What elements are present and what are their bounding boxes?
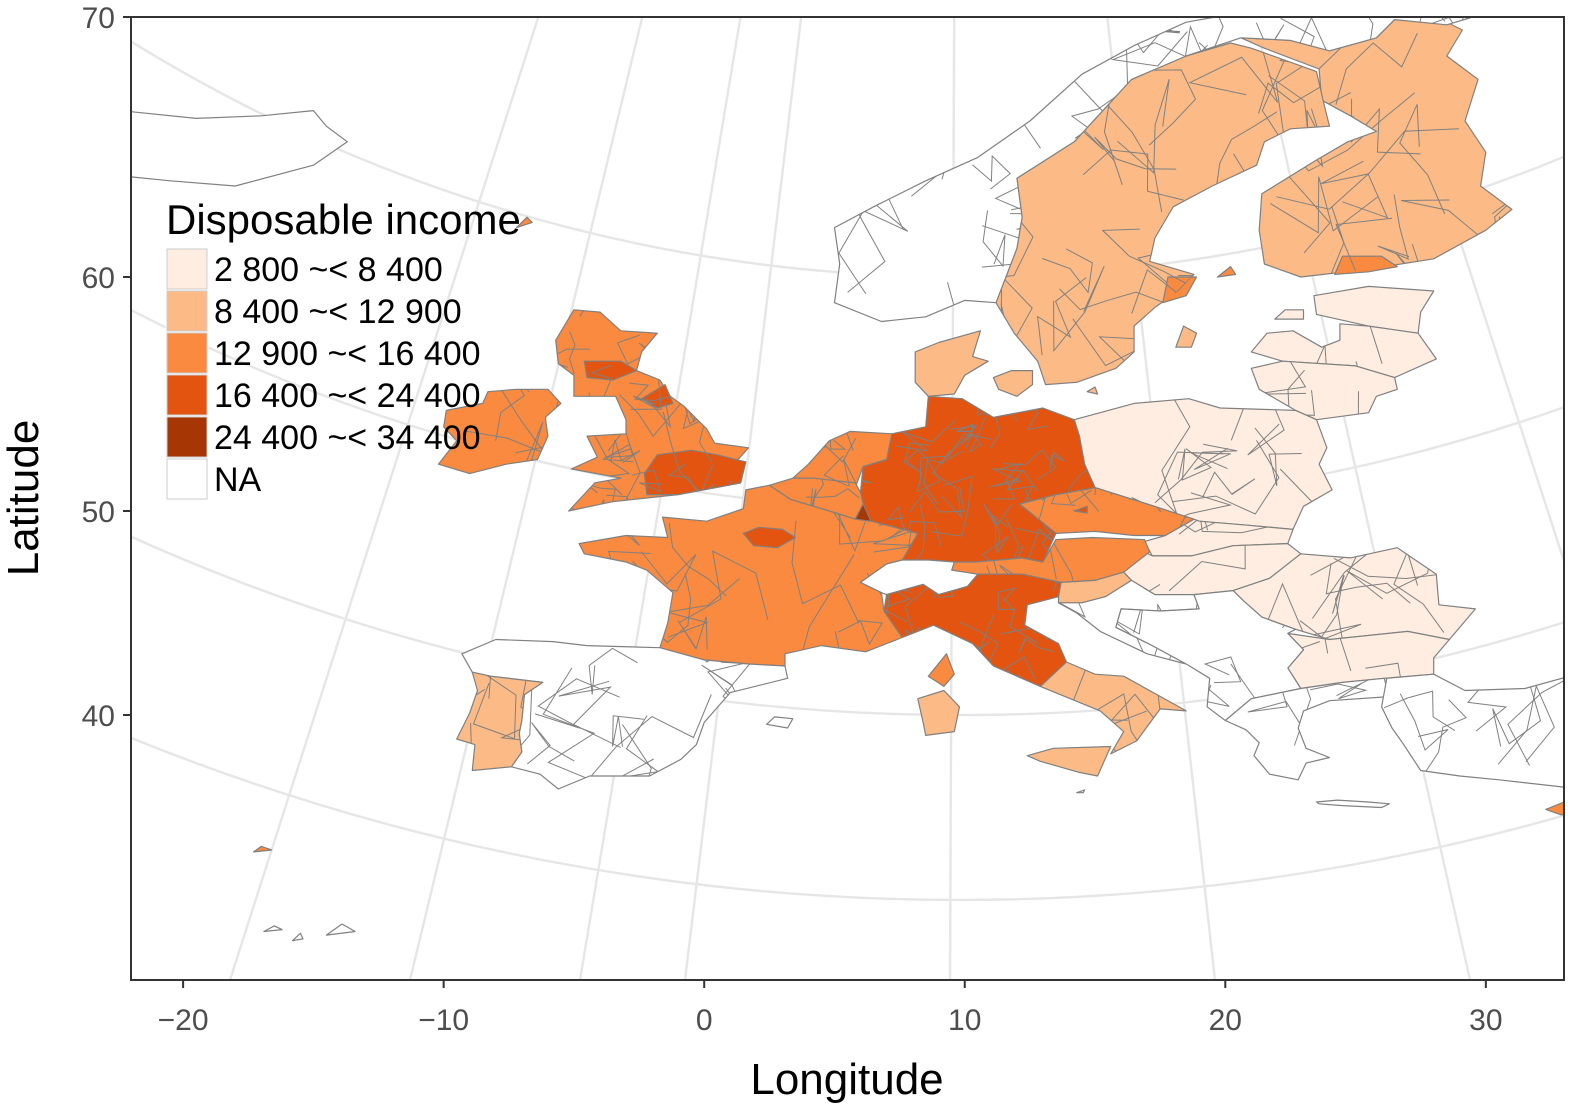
graticule-parallel [906,17,1014,19]
graticule-meridian [683,17,803,980]
region-turkey [1380,673,1564,788]
legend-key-c4 [165,373,209,417]
legend-key-outline [166,374,208,416]
plot-panel-border [130,16,1565,981]
y-axis: 40 50 60 70 [82,2,131,733]
region-scotland-central [583,360,638,381]
legend: Disposable income 2 800 ~< 8 400 8 400 ~<… [165,196,521,501]
y-tick-label: 40 [82,700,115,733]
x-tick-label: 30 [1469,1004,1502,1037]
region-southern-italy [1039,661,1187,755]
region-aland [1216,266,1237,278]
subregion-borders [1383,674,1564,774]
region-balearics [766,716,794,729]
region-sardinia [917,689,961,737]
legend-key-c1 [165,247,209,291]
region-gotland [1175,325,1198,348]
region-zealand [992,370,1034,397]
region-malta [1076,789,1086,794]
region-hamburg [956,423,974,432]
graticule-parallel [131,535,1564,717]
subregion-borders [1260,547,1467,640]
legend-key-c5 [165,415,209,459]
region-norway [833,17,1474,323]
legend-key-outline [166,290,208,332]
region-iceland [131,109,348,187]
x-axis-title: Longitude [750,1055,943,1104]
legend-title: Disposable income [166,196,521,243]
subregion-borders [1131,398,1333,530]
region-canary-2 [291,932,304,942]
region-prague [1073,505,1088,514]
region-bornholm [1086,386,1099,395]
region-balkans [1115,589,1305,722]
legend-key-outline [166,458,208,500]
legend-key-na [165,457,209,501]
graticule-meridian [578,17,742,980]
region-greece [1224,677,1391,781]
region-faroe [515,216,533,229]
x-tick-label: 10 [948,1004,981,1037]
x-tick-label: 0 [696,1004,713,1037]
region-portugal [456,671,544,772]
legend-key-outline [166,332,208,374]
legend-key-outline [166,248,208,290]
legend-label-c3: 12 900 ~< 16 400 [214,335,481,373]
region-cyprus [1545,801,1564,816]
y-tick-label: 70 [82,2,115,35]
y-axis-title: Latitude [0,420,48,577]
graticule-parallel [131,736,1564,902]
x-tick-label: 20 [1209,1004,1242,1037]
region-sicily [1026,745,1112,777]
graticule-meridian [408,17,644,980]
legend-items: 2 800 ~< 8 400 8 400 ~< 12 900 12 900 ~< 1… [165,247,481,501]
x-axis: −20 −10 0 10 20 30 [158,980,1503,1037]
region-lithuania [1250,360,1398,421]
region-ile-de-france [742,526,797,549]
region-london-and-south-east [643,449,747,496]
graticule-meridian [228,17,540,980]
legend-label-c5: 24 400 ~< 34 400 [214,419,481,457]
x-tick-label: −10 [418,1004,469,1037]
x-tick-label: −20 [158,1004,209,1037]
region-helsinki-region [1334,255,1398,275]
subregion-borders [1123,543,1276,595]
y-tick-label: 50 [82,496,115,529]
region-saaremaa [1274,309,1305,320]
region-crete [1315,799,1391,809]
subregion-borders [1163,519,1280,556]
legend-label-c1: 2 800 ~< 8 400 [214,251,443,289]
region-canary-3 [325,923,356,936]
region-madeira [252,845,273,853]
subregion-borders [1287,631,1450,689]
legend-key-c2 [165,289,209,333]
legend-label-c2: 8 400 ~< 12 900 [214,293,462,331]
region-denmark [914,330,989,397]
region-corsica [927,653,955,688]
region-canary-1 [263,925,283,933]
legend-key-c3 [165,331,209,375]
y-tick-label: 60 [82,262,115,295]
legend-label-c4: 16 400 ~< 24 400 [214,377,481,415]
legend-label-na: NA [214,461,262,499]
region-stockholm-region [1162,276,1198,304]
legend-key-outline [166,416,208,458]
